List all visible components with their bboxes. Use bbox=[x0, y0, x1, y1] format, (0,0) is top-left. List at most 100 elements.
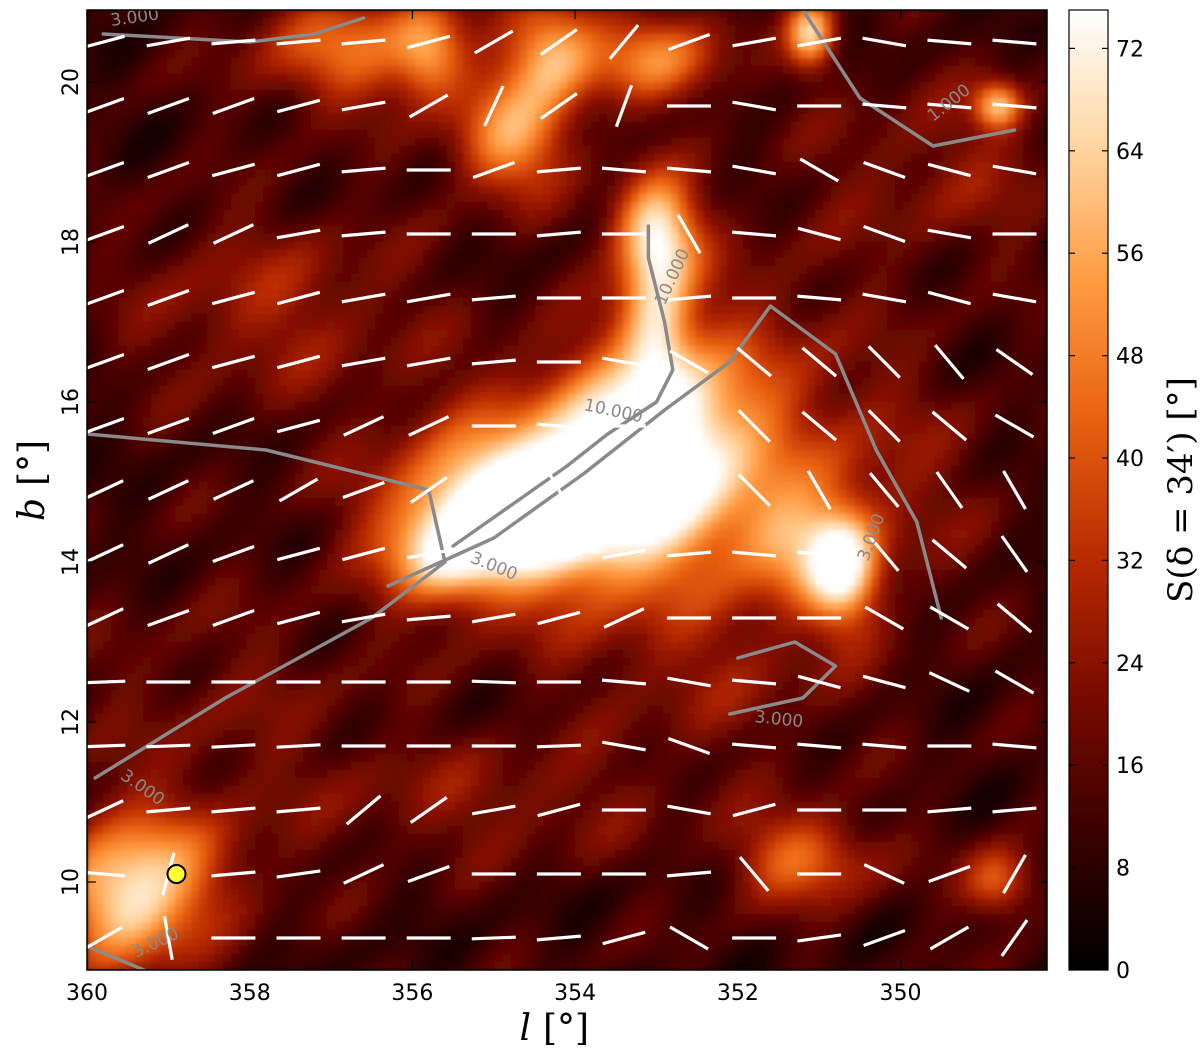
heatmap-cell bbox=[367, 690, 376, 699]
heatmap-cell bbox=[239, 866, 248, 875]
heatmap-cell bbox=[223, 450, 232, 459]
heatmap-cell bbox=[287, 10, 296, 19]
heatmap-cell bbox=[279, 714, 288, 723]
heatmap-cell bbox=[311, 202, 320, 211]
heatmap-cell bbox=[215, 722, 224, 731]
heatmap-cell bbox=[191, 402, 200, 411]
heatmap-cell bbox=[383, 706, 392, 715]
heatmap-cell bbox=[167, 370, 176, 379]
heatmap-cell bbox=[151, 714, 160, 723]
heatmap-cell bbox=[151, 954, 160, 963]
heatmap-cell bbox=[359, 786, 368, 795]
heatmap-cell bbox=[223, 730, 232, 739]
heatmap-cell bbox=[135, 458, 144, 467]
heatmap-cell bbox=[167, 698, 176, 707]
heatmap-cell bbox=[191, 794, 200, 803]
heatmap-cell bbox=[95, 314, 104, 323]
heatmap-cell bbox=[103, 490, 112, 499]
heatmap-cell bbox=[319, 698, 328, 707]
heatmap-cell bbox=[223, 962, 232, 970]
heatmap-cell bbox=[103, 954, 112, 963]
heatmap-cell bbox=[119, 890, 128, 899]
heatmap-cell bbox=[207, 178, 216, 187]
heatmap-cell bbox=[103, 106, 112, 115]
heatmap-cell bbox=[239, 154, 248, 163]
heatmap-cell bbox=[215, 378, 224, 387]
heatmap-cell bbox=[103, 818, 112, 827]
heatmap-cell bbox=[223, 778, 232, 787]
heatmap-cell bbox=[367, 170, 376, 179]
heatmap-cell bbox=[263, 354, 272, 363]
heatmap-cell bbox=[151, 322, 160, 331]
heatmap-cell bbox=[143, 802, 152, 811]
heatmap-cell bbox=[207, 618, 216, 627]
heatmap-cell bbox=[215, 626, 224, 635]
heatmap-cell bbox=[335, 634, 344, 643]
heatmap-cell bbox=[399, 242, 408, 251]
heatmap-cell bbox=[143, 466, 152, 475]
heatmap-cell bbox=[263, 234, 272, 243]
heatmap-cell bbox=[295, 90, 304, 99]
heatmap-cell bbox=[111, 666, 120, 675]
heatmap-cell bbox=[271, 834, 280, 843]
heatmap-cell bbox=[271, 698, 280, 707]
heatmap-cell bbox=[399, 818, 408, 827]
heatmap-cell bbox=[279, 858, 288, 867]
heatmap-cell bbox=[383, 50, 392, 59]
heatmap-cell bbox=[407, 730, 416, 739]
heatmap-cell bbox=[111, 370, 120, 379]
heatmap-cell bbox=[351, 154, 360, 163]
heatmap-cell bbox=[119, 210, 128, 219]
heatmap-cell bbox=[335, 98, 344, 107]
heatmap-cell bbox=[199, 218, 208, 227]
heatmap-cell bbox=[231, 554, 240, 563]
heatmap-cell bbox=[111, 506, 120, 515]
heatmap-cell bbox=[119, 130, 128, 139]
heatmap-cell bbox=[335, 642, 344, 651]
heatmap-cell bbox=[407, 922, 416, 931]
heatmap-cell bbox=[207, 74, 216, 83]
heatmap-cell bbox=[159, 642, 168, 651]
heatmap-cell bbox=[199, 578, 208, 587]
heatmap-cell bbox=[239, 234, 248, 243]
heatmap-cell bbox=[295, 658, 304, 667]
heatmap-cell bbox=[391, 778, 400, 787]
heatmap-cell bbox=[263, 442, 272, 451]
heatmap-cell bbox=[119, 250, 128, 259]
heatmap-cell bbox=[335, 26, 344, 35]
heatmap-cell bbox=[367, 442, 376, 451]
heatmap-cell bbox=[215, 506, 224, 515]
heatmap-cell bbox=[247, 170, 256, 179]
heatmap-cell bbox=[303, 538, 312, 547]
heatmap-cell bbox=[247, 402, 256, 411]
heatmap-cell bbox=[151, 490, 160, 499]
heatmap-cell bbox=[223, 458, 232, 467]
heatmap-cell bbox=[143, 306, 152, 315]
heatmap-cell bbox=[303, 202, 312, 211]
heatmap-cell bbox=[207, 810, 216, 819]
heatmap-cell bbox=[239, 266, 248, 275]
heatmap-cell bbox=[279, 514, 288, 523]
heatmap-cell bbox=[231, 706, 240, 715]
heatmap-cell bbox=[263, 42, 272, 51]
heatmap-cell bbox=[367, 226, 376, 235]
heatmap-cell bbox=[111, 658, 120, 667]
heatmap-cell bbox=[399, 890, 408, 899]
heatmap-cell bbox=[95, 42, 104, 51]
heatmap-cell bbox=[287, 714, 296, 723]
heatmap-cell bbox=[319, 338, 328, 347]
heatmap-cell bbox=[303, 810, 312, 819]
heatmap-cell bbox=[391, 370, 400, 379]
heatmap-cell bbox=[103, 530, 112, 539]
heatmap-cell bbox=[199, 298, 208, 307]
heatmap-cell bbox=[287, 266, 296, 275]
heatmap-cell bbox=[231, 450, 240, 459]
heatmap-cell bbox=[407, 234, 416, 243]
heatmap-cell bbox=[143, 114, 152, 123]
heatmap-cell bbox=[399, 338, 408, 347]
heatmap-cell bbox=[159, 602, 168, 611]
heatmap-cell bbox=[407, 954, 416, 963]
heatmap-cell bbox=[359, 698, 368, 707]
heatmap-cell bbox=[279, 98, 288, 107]
heatmap-cell bbox=[199, 778, 208, 787]
